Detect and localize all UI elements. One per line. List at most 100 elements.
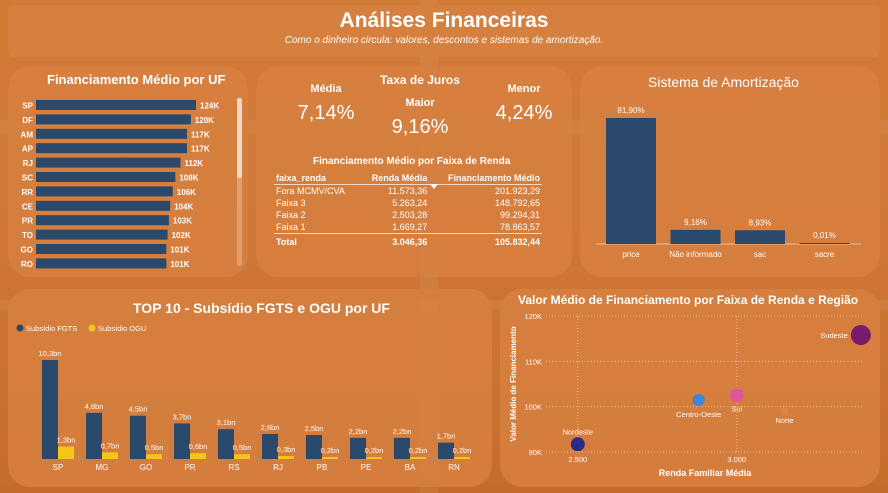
col-faixa-renda[interactable]: faixa_renda	[274, 172, 360, 185]
table-row: Faixa 2 2.503,28 99.294,31	[274, 209, 542, 221]
table-cell: 2.503,28	[392, 210, 428, 220]
subsidio-tick-label: PR	[184, 463, 195, 472]
uf-bar[interactable]	[36, 186, 173, 197]
amort-bar[interactable]	[606, 118, 656, 244]
amort-tick-label: Não informado	[669, 250, 722, 259]
scatter-point-label: Centro-Oeste	[676, 410, 721, 419]
uf-bar[interactable]	[36, 172, 176, 182]
scatter-point[interactable]	[570, 437, 585, 452]
ogu-bar[interactable]	[234, 454, 250, 459]
fgts-data-label: 2,6bn	[261, 423, 280, 432]
uf-tick-label: DF	[22, 116, 33, 125]
uf-bar-chart: SP 124K DF 120K AM 117K AP 117K RJ 112K SC 108K RR 10…	[21, 100, 219, 269]
kpi-menor-label: Menor	[507, 83, 541, 95]
fgts-bar[interactable]	[438, 442, 454, 459]
kpi-title: Taxa de Juros	[380, 73, 460, 87]
uf-bar[interactable]	[36, 143, 187, 154]
fgts-data-label: 2,5bn	[305, 424, 324, 433]
fgts-data-label: 2,2bn	[349, 427, 368, 436]
x-axis-label: Renda Familiar Média	[659, 468, 753, 478]
fgts-bar[interactable]	[218, 429, 234, 459]
uf-data-label: 103K	[173, 217, 192, 226]
uf-bar[interactable]	[36, 128, 187, 139]
uf-scrollbar-track[interactable]	[237, 98, 242, 266]
table-cell: Faixa 3	[276, 198, 306, 208]
uf-bar[interactable]	[36, 229, 168, 240]
table-cell: Total	[274, 233, 360, 248]
uf-tick-label: AM	[21, 130, 34, 139]
subsidio-tick-label: GO	[140, 463, 152, 472]
ogu-bar[interactable]	[190, 453, 206, 459]
uf-scrollbar-thumb[interactable]	[237, 98, 242, 178]
uf-bar[interactable]	[36, 200, 171, 211]
fgts-bar[interactable]	[174, 423, 190, 459]
fgts-data-label: 3,7bn	[173, 412, 192, 421]
amort-bar[interactable]	[799, 243, 850, 244]
faixa-renda-table: faixa_renda Renda Média Financiamento Mé…	[274, 172, 542, 248]
fgts-data-label: 3,1bn	[217, 418, 236, 427]
legend-ogu-swatch	[88, 324, 96, 332]
scatter-point[interactable]	[780, 407, 789, 416]
uf-bar[interactable]	[36, 244, 167, 254]
kpi-media-value: 7,14%	[297, 102, 355, 124]
uf-bar[interactable]	[36, 114, 191, 125]
fgts-bar[interactable]	[350, 437, 366, 459]
uf-data-label: 104K	[174, 202, 193, 211]
ogu-bar[interactable]	[278, 456, 294, 459]
fgts-data-label: 2,2bn	[393, 427, 412, 436]
amort-tick-label: sac	[754, 250, 766, 259]
scatter-point-label: Sudeste	[820, 331, 848, 340]
ogu-bar[interactable]	[58, 446, 74, 459]
ogu-bar[interactable]	[102, 452, 118, 459]
ogu-bar[interactable]	[454, 457, 470, 459]
table-cell: Faixa 2	[276, 210, 306, 220]
uf-data-label: 117K	[191, 130, 210, 139]
ogu-bar[interactable]	[366, 457, 382, 459]
fgts-bar[interactable]	[306, 434, 322, 459]
col-financiamento-medio[interactable]: Financiamento Médio	[429, 172, 542, 185]
uf-bar[interactable]	[36, 100, 196, 110]
amort-data-label: 8,93%	[749, 218, 772, 227]
fgts-bar[interactable]	[86, 412, 102, 459]
fgts-data-label: 4,5bn	[129, 405, 148, 414]
ogu-bar[interactable]	[410, 457, 426, 459]
uf-data-label: 102K	[172, 231, 191, 240]
sort-desc-icon[interactable]	[430, 184, 438, 190]
table-cell: Fora MCMV/CVA	[276, 186, 345, 196]
ogu-data-label: 0,6bn	[189, 442, 208, 451]
amort-bar[interactable]	[670, 229, 721, 244]
legend-fgts-label[interactable]: Subsídio FGTS	[26, 324, 77, 333]
ogu-bar[interactable]	[146, 454, 162, 459]
fgts-bar[interactable]	[262, 434, 278, 459]
table-cell: 78.863,57	[499, 222, 540, 232]
fgts-bar[interactable]	[130, 415, 146, 459]
uf-tick-label: RO	[21, 260, 33, 269]
fgts-data-label: 4,8bn	[85, 402, 104, 411]
uf-chart-title: Financiamento Médio por UF	[47, 72, 226, 87]
scatter-point[interactable]	[692, 393, 705, 406]
dashboard-header: Análises Financeiras Como o dinheiro cir…	[8, 5, 880, 57]
scatter-point[interactable]	[850, 325, 871, 346]
fgts-bar[interactable]	[42, 360, 58, 459]
col-renda-media[interactable]: Renda Média	[359, 172, 430, 185]
subsidio-tick-label: PB	[317, 463, 328, 472]
ogu-data-label: 0,3bn	[277, 445, 296, 454]
table-cell: 3.046,36	[359, 233, 430, 248]
uf-bar[interactable]	[36, 258, 167, 269]
table-row: Fora MCMV/CVA 11.573,36 201.923,29	[274, 185, 542, 198]
fgts-bar[interactable]	[394, 437, 410, 459]
uf-bar[interactable]	[36, 157, 181, 168]
uf-bar[interactable]	[36, 215, 169, 226]
kpi-maior-label: Maior	[405, 97, 435, 109]
table-header-row: faixa_renda Renda Média Financiamento Mé…	[274, 172, 542, 185]
table-cell: 201.923,29	[494, 186, 540, 196]
subsidio-bar-chart: Subsídio FGTS Subsídio OGU 10,3bn 1,3bn SP 4,…	[16, 324, 471, 472]
table-cell: 5.263,24	[392, 198, 428, 208]
ogu-bar[interactable]	[322, 457, 338, 459]
table-cell: 1.669,27	[392, 222, 428, 232]
ogu-data-label: 0,5bn	[233, 443, 252, 452]
amort-bar[interactable]	[735, 230, 785, 244]
scatter-point[interactable]	[729, 388, 744, 403]
table-cell: Faixa 1	[276, 222, 306, 232]
legend-ogu-label[interactable]: Subsídio OGU	[98, 324, 146, 333]
